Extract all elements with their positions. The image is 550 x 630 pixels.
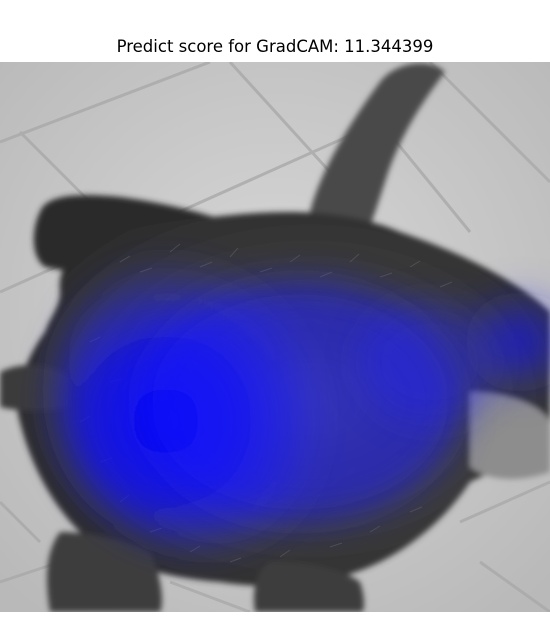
gradcam-heatmap [55, 247, 550, 547]
plot-title: Predict score for GradCAM: 11.344399 [116, 37, 434, 56]
gradcam-image [0, 62, 550, 612]
